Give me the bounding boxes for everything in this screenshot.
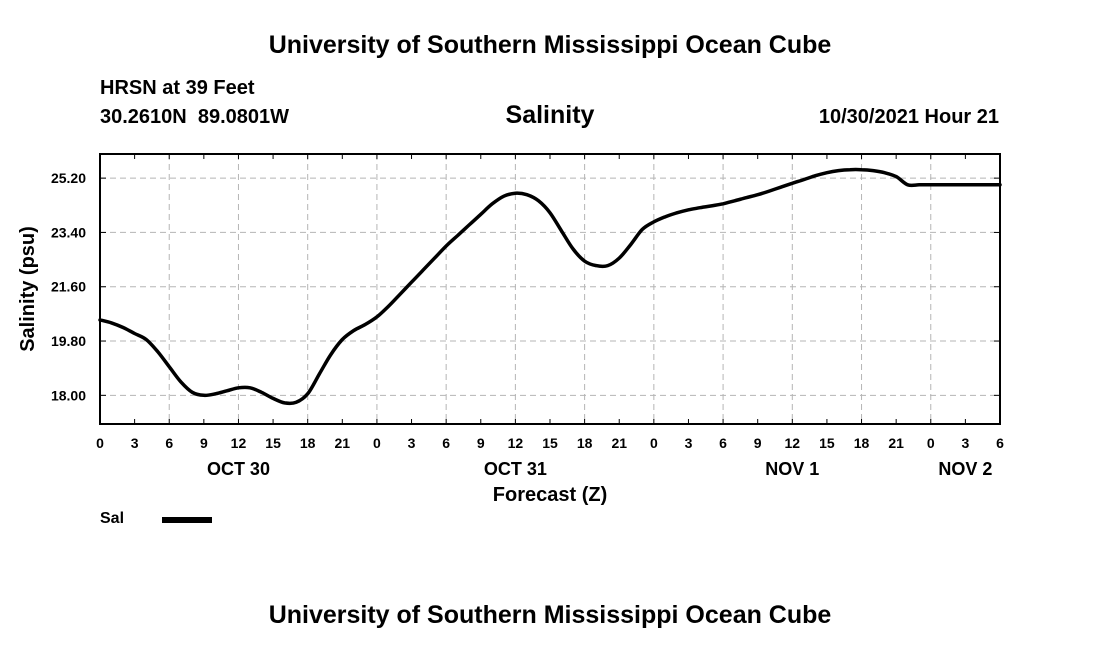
x-tick-label: 0 xyxy=(96,435,104,451)
legend-label: Sal xyxy=(100,510,125,527)
x-tick-label: 21 xyxy=(888,435,904,451)
legend-swatch xyxy=(162,517,212,523)
x-tick-label: 9 xyxy=(754,435,762,451)
station-coordinates: 30.2610N 89.0801W xyxy=(100,106,290,128)
x-day-label: OCT 30 xyxy=(207,459,270,479)
x-tick-label: 0 xyxy=(373,435,381,451)
x-tick-label: 9 xyxy=(477,435,485,451)
x-tick-label: 3 xyxy=(961,435,969,451)
y-axis-title: Salinity (psu) xyxy=(17,226,39,352)
x-day-label: NOV 1 xyxy=(765,459,819,479)
x-tick-label: 3 xyxy=(131,435,139,451)
y-tick-label: 19.80 xyxy=(51,333,86,349)
x-tick-label: 12 xyxy=(785,435,801,451)
station-name: HRSN at 39 Feet xyxy=(100,77,255,99)
x-tick-label: 18 xyxy=(300,435,316,451)
plot-frame xyxy=(99,153,1001,425)
x-tick-label: 0 xyxy=(927,435,935,451)
y-tick-label: 21.60 xyxy=(51,279,86,295)
x-day-label: OCT 31 xyxy=(484,459,547,479)
x-tick-label: 3 xyxy=(685,435,693,451)
x-tick-label: 15 xyxy=(542,435,558,451)
x-tick-label: 21 xyxy=(335,435,351,451)
x-tick-label: 6 xyxy=(442,435,450,451)
footer-title: University of Southern Mississippi Ocean… xyxy=(268,601,832,629)
x-tick-label: 18 xyxy=(577,435,593,451)
x-tick-label: 12 xyxy=(508,435,524,451)
grid xyxy=(100,154,1000,424)
x-tick-label: 0 xyxy=(650,435,658,451)
forecast-timestamp: 10/30/2021 Hour 21 xyxy=(818,106,999,128)
x-tick-label: 15 xyxy=(819,435,835,451)
x-day-label: NOV 2 xyxy=(938,459,992,479)
x-tick-label: 9 xyxy=(200,435,208,451)
x-tick-label: 18 xyxy=(854,435,870,451)
x-axis-title: Forecast (Z) xyxy=(493,484,607,506)
x-tick-label: 6 xyxy=(719,435,727,451)
page-title: University of Southern Mississippi Ocean… xyxy=(268,31,832,59)
chart-title: Salinity xyxy=(505,101,595,129)
x-tick-label: 21 xyxy=(611,435,627,451)
y-tick-label: 18.00 xyxy=(51,387,86,403)
x-tick-label: 15 xyxy=(265,435,281,451)
x-tick-label: 12 xyxy=(231,435,247,451)
axis-labels: 18.00 19.80 21.60 23.40 25.20 0 3 6 9 12 15 18 21 0 3 6… xyxy=(51,170,1004,479)
axis-ticks xyxy=(99,154,1001,424)
x-tick-label: 3 xyxy=(408,435,416,451)
y-tick-label: 23.40 xyxy=(51,224,86,240)
y-tick-label: 25.20 xyxy=(51,170,86,186)
salinity-series-line xyxy=(98,167,1002,406)
x-tick-label: 6 xyxy=(165,435,173,451)
x-tick-label: 6 xyxy=(996,435,1004,451)
